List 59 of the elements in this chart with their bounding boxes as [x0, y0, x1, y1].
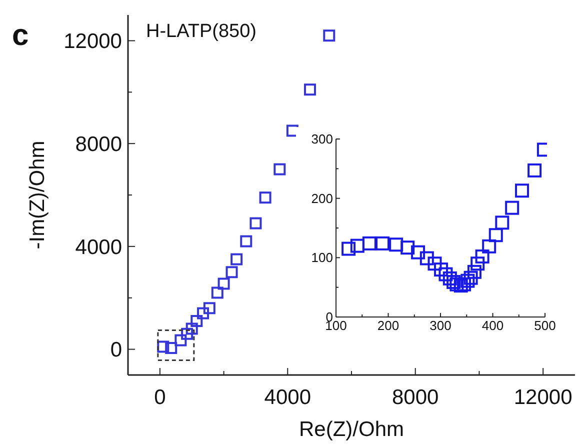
x-tick-label: 4000 — [264, 386, 311, 409]
point — [350, 238, 364, 253]
y-tick-label: 8000 — [75, 132, 122, 156]
point — [411, 245, 426, 260]
point — [495, 216, 510, 230]
point — [218, 278, 230, 290]
y-tick-label: 0 — [110, 338, 122, 362]
x-tick-label: 200 — [377, 318, 400, 333]
x-tick-label: 500 — [534, 318, 556, 333]
point — [181, 328, 194, 340]
point — [464, 270, 478, 285]
text: c — [12, 19, 29, 52]
point — [389, 238, 404, 252]
point — [274, 163, 286, 176]
point — [259, 192, 272, 204]
y-tick-label: 300 — [311, 132, 333, 147]
point — [505, 200, 520, 215]
point — [203, 302, 216, 314]
point — [197, 307, 210, 320]
point — [230, 253, 243, 266]
point — [226, 266, 238, 278]
point — [157, 340, 170, 353]
point — [482, 239, 496, 254]
point — [190, 315, 203, 327]
point — [528, 163, 542, 178]
point — [467, 264, 482, 279]
y-tick-label: 12000 — [64, 30, 122, 54]
point — [250, 217, 262, 230]
x-tick-label: 8000 — [392, 386, 439, 409]
point — [362, 236, 376, 250]
point — [186, 322, 198, 335]
point — [438, 267, 453, 282]
x-tick-label: 400 — [482, 318, 504, 333]
point — [475, 249, 490, 264]
point — [376, 236, 390, 250]
x-tick-label: 12000 — [514, 386, 572, 409]
y-tick-label: 200 — [311, 190, 333, 206]
point — [442, 271, 457, 286]
point — [446, 274, 461, 289]
x-tick-label: 300 — [430, 318, 452, 333]
x-axis-title: Re(Z)/Ohm — [299, 418, 404, 441]
point — [488, 228, 503, 242]
point — [400, 240, 415, 255]
y-tick-label: 100 — [311, 250, 333, 266]
point — [342, 242, 356, 256]
point — [460, 274, 475, 288]
point — [240, 235, 252, 248]
point — [420, 251, 434, 266]
point — [428, 256, 442, 271]
y-tick-label: 4000 — [75, 236, 122, 259]
chart-title: H-LATP(850) — [146, 21, 257, 42]
point — [211, 286, 224, 299]
y-axis-title: -Im(Z)/Ohm — [26, 140, 49, 250]
point — [323, 30, 336, 42]
point — [470, 256, 485, 271]
point — [304, 84, 316, 96]
point — [515, 184, 530, 198]
x-tick-label: 0 — [154, 386, 166, 409]
point — [434, 262, 448, 277]
